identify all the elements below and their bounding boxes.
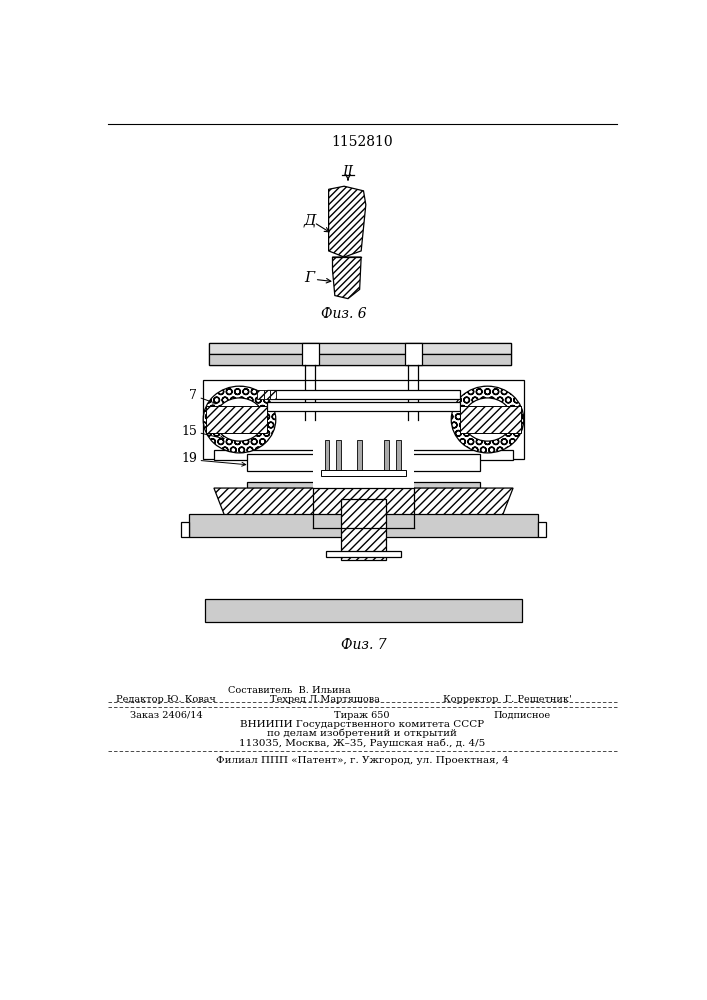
Ellipse shape (463, 398, 512, 441)
Text: Физ. 6: Физ. 6 (321, 307, 367, 321)
Text: Д: Д (303, 213, 315, 227)
Bar (301, 343, 319, 365)
Text: II: II (342, 165, 354, 179)
Text: 113035, Москва, Ж–35, Раушская наб., д. 4/5: 113035, Москва, Ж–35, Раушская наб., д. … (239, 738, 485, 748)
Bar (214, 450, 513, 460)
Polygon shape (332, 257, 361, 299)
Text: по делам изобретений и открытий: по делам изобретений и открытий (267, 729, 457, 738)
Bar (325, 440, 329, 476)
Text: Заказ 2406/14: Заказ 2406/14 (129, 711, 202, 720)
Ellipse shape (215, 398, 264, 441)
Bar (341, 499, 386, 560)
Polygon shape (206, 406, 267, 433)
Text: Подписное: Подписное (493, 711, 551, 720)
Ellipse shape (451, 386, 524, 453)
Bar (264, 389, 270, 399)
Ellipse shape (203, 386, 276, 453)
Text: 7: 7 (189, 389, 197, 402)
Bar (321, 470, 406, 476)
Bar (267, 389, 460, 399)
Text: Составитель  В. Ильина: Составитель В. Ильина (228, 686, 351, 695)
Bar (538, 522, 546, 537)
Bar (247, 482, 480, 488)
Text: Техред Л.Мартяшова: Техред Л.Мартяшова (270, 695, 380, 704)
Bar (189, 514, 538, 537)
Bar (404, 343, 421, 365)
Text: Корректор  Г. Решетник': Корректор Г. Решетник' (443, 695, 571, 704)
Bar (337, 440, 341, 476)
Text: Физ. 7: Физ. 7 (341, 638, 386, 652)
Text: Тираж 650: Тираж 650 (334, 711, 390, 720)
Text: 1152810: 1152810 (331, 135, 393, 149)
Polygon shape (214, 488, 513, 528)
Bar (204, 599, 522, 622)
Polygon shape (329, 186, 366, 257)
Bar (209, 354, 510, 365)
Bar (313, 448, 414, 488)
Bar (267, 402, 460, 411)
Text: 15: 15 (181, 425, 197, 438)
Polygon shape (460, 406, 521, 433)
Text: Г: Г (304, 271, 315, 285)
Bar (247, 454, 480, 471)
Text: Редактор Ю. Ковач: Редактор Ю. Ковач (116, 695, 216, 704)
Bar (270, 389, 276, 399)
Bar (385, 440, 389, 476)
Text: 19: 19 (181, 452, 197, 465)
Bar (257, 389, 264, 399)
Bar (396, 440, 401, 476)
Bar (357, 440, 362, 476)
Bar (182, 522, 189, 537)
Polygon shape (209, 343, 510, 354)
Bar (325, 551, 402, 557)
Text: Филиал ППП «Патент», г. Ужгород, ул. Проектная, 4: Филиал ППП «Патент», г. Ужгород, ул. Про… (216, 756, 508, 765)
Bar (209, 343, 510, 365)
Text: ВНИИПИ Государственного комитета СССР: ВНИИПИ Государственного комитета СССР (240, 720, 484, 729)
Bar (203, 380, 524, 459)
